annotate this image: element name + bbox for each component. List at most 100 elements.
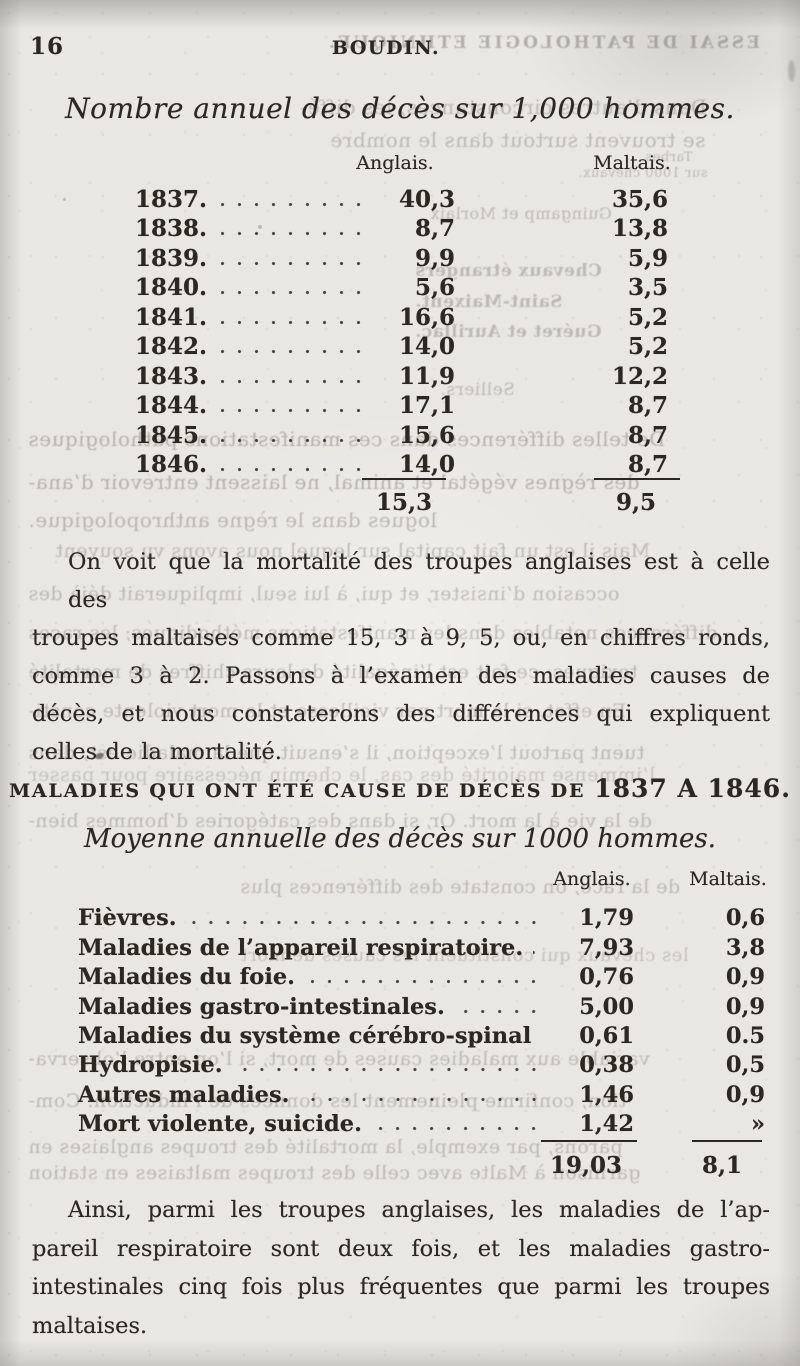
maltais-value: 35,6	[611, 185, 668, 213]
ink-smudge	[63, 198, 66, 201]
year-cell: 1840.	[135, 274, 208, 301]
section-heading-text: MALADIES QUI ONT ÉTÉ CAUSE DE DÉCÈS DE	[9, 780, 586, 802]
maltais-value: 0.5	[725, 1022, 765, 1049]
bleedthrough-text: se trouvent surtout dans le nombre	[330, 128, 706, 152]
table-row: Maladies du système cérébro-spinal 0,61 0.…	[78, 1020, 765, 1049]
table-row: Maladies du foie. 0,76 0,9	[78, 961, 765, 990]
maltais-value: 3,5	[627, 274, 668, 301]
dot-leader	[371, 1125, 542, 1133]
table-row: 1844. 17,1 8,7	[135, 390, 668, 419]
table-row: 1845. 15,6 8,7	[135, 419, 668, 449]
disease-table: Fièvres. 1,79 0,6 Maladies de l’appareil r…	[78, 902, 765, 1137]
table-row: 1837. 40,3 35,6	[135, 183, 668, 213]
paragraph-line: troupes maltaises comme 15, 3 à 9, 5, ou…	[32, 625, 770, 651]
paragraph-line: intestinales cinq fois plus fréquentes q…	[32, 1274, 770, 1300]
table-row: 1841. 16,6 5,2	[135, 301, 668, 331]
table-title: Nombre annuel des décès sur 1,000 hommes…	[65, 92, 735, 125]
body-paragraph: On voit que la mortalité des troupes ang…	[32, 543, 770, 771]
mortality-table: 1837. 40,3 35,6 1838. 8,7 13,8 1839. 9,9 5,9 1…	[135, 183, 668, 479]
anglais-value: 0,38	[579, 1052, 634, 1079]
table-row: Autres maladies. 1,46 0,9	[78, 1078, 765, 1108]
sum-rule	[692, 1140, 762, 1142]
table-row: Fièvres. 1,79 0,6	[78, 902, 765, 931]
anglais-value: 15,6	[398, 421, 455, 449]
maltais-value: 0,5	[725, 1052, 765, 1079]
anglais-value: 7,93	[579, 934, 634, 961]
scan-edge-right	[778, 0, 800, 1366]
year-cell: 1838.	[135, 215, 208, 242]
year-cell: 1837.	[135, 185, 208, 213]
disease-label: Maladies gastro-intestinales.	[78, 993, 445, 1020]
dot-leader	[221, 289, 367, 296]
sum-rule	[594, 478, 680, 480]
anglais-value: 8,7	[414, 215, 455, 242]
maltais-value: 12,2	[611, 362, 668, 390]
disease-label: Mort violente, suicide.	[78, 1111, 362, 1138]
table-row: Maladies gastro-intestinales. 5,00 0,9	[78, 990, 765, 1020]
disease-label: Autres maladies.	[78, 1081, 290, 1108]
paragraph-line: celles de la mortalité.	[32, 739, 282, 765]
year-cell: 1846.	[135, 451, 208, 478]
year-cell: 1839.	[135, 244, 208, 272]
anglais-value: 14,0	[398, 333, 455, 360]
anglais-value: 9,9	[414, 244, 455, 272]
total-maltais: 9,5	[615, 489, 656, 516]
maltais-value: 0,6	[725, 905, 765, 932]
anglais-value: 40,3	[398, 185, 455, 213]
maltais-value: 13,8	[611, 215, 668, 242]
table-row: 1838. 8,7 13,8	[135, 213, 668, 242]
anglais-value: 0,61	[579, 1022, 634, 1049]
dot-leader	[221, 377, 367, 385]
table-row: Maladies de l’appareil respiratoire. 7,93…	[78, 931, 765, 961]
paragraph-line: maltaises.	[32, 1312, 148, 1339]
paragraph-line: comme 3 à 2. Passons à l’examen des mala…	[32, 663, 770, 689]
table-row: 1842. 14,0 5,2	[135, 331, 668, 360]
dot-leader	[221, 230, 367, 237]
dot-leader	[186, 919, 542, 927]
dot-leader	[221, 466, 367, 473]
disease-label: Maladies du système cérébro-spinal	[78, 1022, 532, 1049]
column-header-anglais: Anglais.	[356, 152, 434, 174]
anglais-value: 0,76	[579, 964, 634, 991]
maltais-value: 0,9	[725, 1081, 765, 1108]
dot-leader	[221, 200, 367, 208]
dot-leader	[221, 348, 367, 355]
dot-leader	[305, 978, 542, 986]
dot-leader	[299, 1095, 542, 1103]
disease-label: Maladies de l’appareil respiratoire.	[78, 934, 524, 961]
year-cell: 1843.	[135, 362, 208, 390]
dot-leader	[221, 407, 367, 414]
table-row: Hydropisie. 0,38 0,5	[78, 1049, 765, 1078]
running-header: BOUDIN.	[331, 37, 441, 59]
table-row: 1843. 11,9 12,2	[135, 360, 668, 390]
paragraph-line: Ainsi, parmi les troupes anglaises, les …	[68, 1197, 770, 1223]
paragraph-line: pareil respiratoire sont deux fois, et l…	[32, 1235, 770, 1262]
sum-rule	[541, 1140, 637, 1142]
table-row: Mort violente, suicide. 1,42 »	[78, 1108, 765, 1137]
column-header-anglais: Anglais.	[553, 868, 631, 890]
dot-leader	[232, 1066, 542, 1074]
column-header-maltais: Maltais.	[689, 868, 767, 890]
maltais-value: 8,7	[627, 421, 668, 449]
anglais-value: 1,79	[579, 905, 634, 932]
year-cell: 1842.	[135, 333, 208, 360]
anglais-value: 14,0	[398, 451, 455, 478]
anglais-value: 5,00	[579, 993, 634, 1020]
total-maltais: 8,1	[701, 1152, 742, 1179]
table-row: 1846. 14,0 8,7	[135, 449, 668, 478]
year-cell: 1844.	[135, 392, 208, 419]
anglais-value: 16,6	[398, 303, 455, 331]
anglais-value: 5,6	[414, 274, 455, 301]
year-cell: 1841.	[135, 303, 208, 331]
total-anglais: 15,3	[375, 489, 432, 516]
anglais-value: 1,42	[579, 1111, 634, 1138]
anglais-value: 11,9	[398, 362, 455, 390]
maltais-value: 5,2	[627, 333, 668, 360]
scan-edge-top	[0, 0, 800, 30]
anglais-value: 17,1	[398, 392, 455, 419]
disease-label: Fièvres.	[78, 905, 177, 932]
dot-leader	[541, 1036, 542, 1044]
scan-edge-left	[0, 0, 22, 1366]
dot-leader	[533, 948, 542, 956]
anglais-value: 1,46	[579, 1081, 634, 1108]
